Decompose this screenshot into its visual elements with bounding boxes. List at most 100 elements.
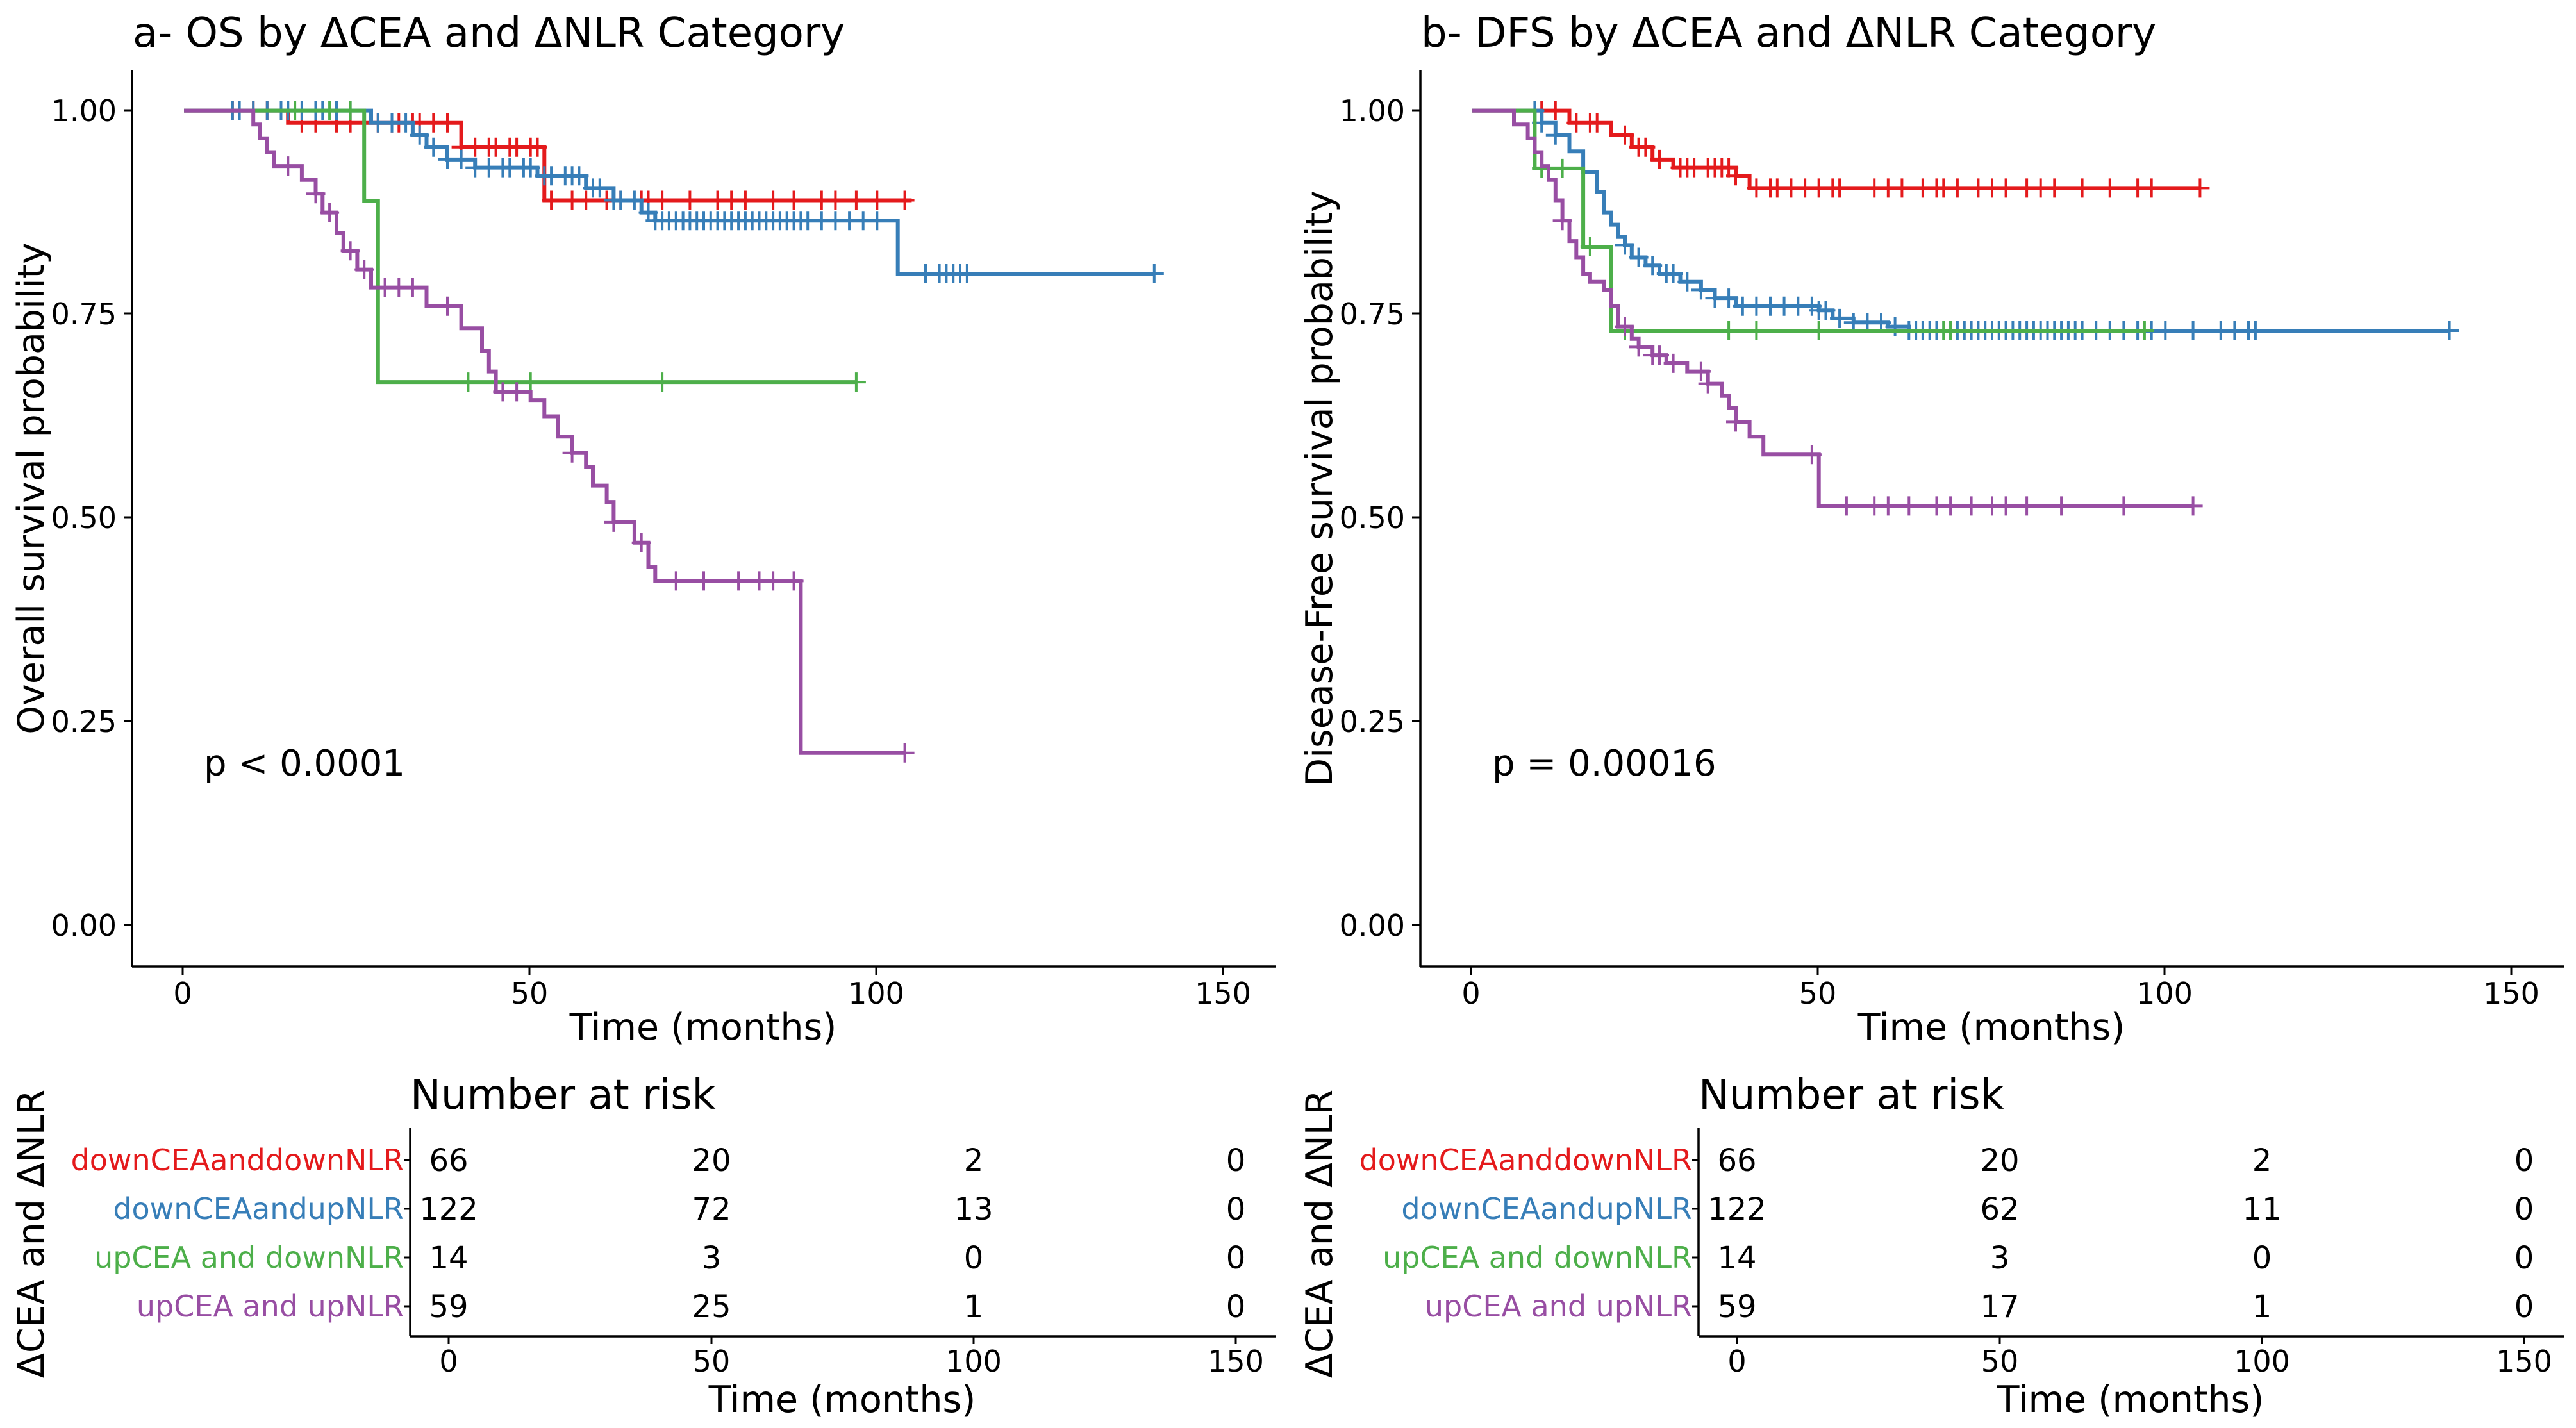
risk-count: 0	[1226, 1143, 1246, 1179]
risk-x-tick-label: 100	[2234, 1344, 2290, 1379]
censor-mark-downceaandupnlr	[1629, 247, 1649, 267]
censor-mark-downceaanddownnlr	[1947, 178, 1967, 198]
censor-mark-upceaandupnlr	[1650, 345, 1669, 365]
censor-mark-upceaandupnlr	[507, 382, 527, 402]
censor-mark-upceaandupnlr	[1996, 496, 2016, 516]
y-axis-label: Disease-Free survival probability	[1299, 190, 1341, 786]
censor-mark-downceaandupnlr	[1830, 308, 1850, 328]
censor-mark-upceaandupnlr	[1615, 317, 1634, 336]
censor-mark-downceaandupnlr	[1677, 272, 1697, 292]
censor-mark-upceaandupnlr	[895, 743, 915, 763]
censor-mark-downceaanddownnlr	[895, 190, 915, 210]
x-ticks	[1470, 967, 2513, 975]
censor-mark-upceaandupnlr	[354, 260, 374, 279]
risk-table-y-label: ΔCEA and ΔNLR	[1299, 1090, 1341, 1378]
censor-mark-downceaanddownnlr	[846, 190, 866, 210]
risk-table-title: Number at risk	[1699, 1072, 2004, 1119]
p-value: p = 0.00016	[1492, 743, 1716, 785]
censor-mark-upceaanddownnlr	[652, 372, 672, 392]
censor-mark-upceaandupnlr	[1691, 361, 1711, 381]
x-tick-label: 150	[1195, 976, 1251, 1011]
censor-mark-downceaandupnlr	[1663, 264, 1683, 283]
risk-x-tick-label: 0	[1727, 1344, 1746, 1379]
censor-mark-upceaandupnlr	[1878, 496, 1898, 516]
x-tick-label: 50	[511, 976, 549, 1011]
risk-row-label: downCEAandupNLR	[1401, 1191, 1692, 1226]
censor-mark-downceaanddownnlr	[2045, 178, 2065, 198]
censor-mark-downceaanddownnlr	[2141, 178, 2161, 198]
risk-x-ticks	[447, 1336, 1237, 1344]
censor-mark-downceaanddownnlr	[763, 190, 783, 210]
risk-axis-lines	[409, 1128, 1276, 1338]
risk-count: 0	[2514, 1289, 2534, 1325]
censor-mark-upceaanddownnlr	[1941, 321, 1961, 340]
axis-lines	[1419, 70, 2564, 968]
censor-mark-downceaanddownnlr	[2072, 178, 2092, 198]
risk-row-label: downCEAanddownNLR	[1359, 1143, 1692, 1177]
x-tick-labels: 0 50 100 150	[173, 976, 1251, 1011]
risk-count: 122	[419, 1191, 478, 1227]
risk-row-label: upCEA and downNLR	[1383, 1240, 1692, 1275]
x-tick-label: 50	[1799, 976, 1837, 1011]
y-tick-label: 0.25	[1340, 704, 1405, 739]
risk-table-title: Number at risk	[410, 1072, 716, 1119]
censor-mark-upceaandupnlr	[403, 278, 422, 297]
censor-mark-upceaandupnlr	[604, 512, 624, 532]
risk-x-tick-label: 0	[439, 1344, 458, 1379]
chart-title: a- OS by ΔCEA and ΔNLR Category	[133, 10, 845, 57]
risk-axis-lines	[1697, 1128, 2564, 1338]
censor-mark-downceaanddownnlr	[1892, 178, 1912, 198]
risk-table-y-label: ΔCEA and ΔNLR	[10, 1090, 53, 1378]
risk-x-tick-label: 150	[2496, 1344, 2552, 1379]
risk-count: 14	[1717, 1240, 1756, 1276]
risk-x-tick-label: 50	[693, 1344, 731, 1379]
censor-mark-upceaandupnlr	[2183, 496, 2203, 516]
censor-mark-upceaandupnlr	[1726, 412, 1745, 432]
censor-mark-downceaanddownnlr	[528, 137, 547, 157]
risk-count: 0	[2252, 1240, 2272, 1276]
km-line-downceaandupnlr	[1472, 108, 2450, 333]
km-line-upceaandupnlr	[1472, 108, 2193, 508]
censor-mark-downceaandupnlr	[1816, 301, 1836, 320]
censor-mark-downceaandupnlr	[2183, 321, 2203, 340]
y-ticks	[124, 109, 132, 926]
risk-count: 0	[1226, 1191, 1246, 1227]
risk-x-tick-label: 100	[945, 1344, 1002, 1379]
y-tick-label: 1.00	[1340, 94, 1405, 128]
y-tick-labels: 0.00 0.25 0.50 0.75 1.00	[51, 94, 117, 943]
censor-mark-downceaandupnlr	[396, 113, 416, 133]
censor-mark-downceaanddownnlr	[1830, 178, 1850, 198]
censor-mark-downceaandupnlr	[1144, 264, 1164, 283]
censor-mark-upceaanddownnlr	[1747, 321, 1766, 340]
censor-mark-downceaanddownnlr	[2100, 178, 2120, 198]
y-tick-label: 0.75	[51, 297, 117, 331]
censor-mark-upceaanddownnlr	[520, 372, 540, 392]
censor-mark-downceaandupnlr	[1719, 288, 1739, 308]
censor-mark-upceaanddownnlr	[340, 101, 360, 120]
censor-mark-downceaanddownnlr	[1636, 137, 1656, 157]
censor-mark-downceaandupnlr	[867, 211, 887, 231]
risk-count: 66	[429, 1143, 468, 1179]
censor-mark-upceaandupnlr	[320, 203, 340, 222]
censor-mark-downceaandupnlr	[957, 264, 977, 283]
km-line-upceaandupnlr	[184, 108, 905, 755]
risk-count: 3	[702, 1240, 722, 1276]
censor-mark-downceaandupnlr	[1643, 256, 1663, 276]
panel-os: a- OS by ΔCEA and ΔNLR Category Overall …	[10, 10, 1276, 1421]
censor-mark-upceaandupnlr	[306, 184, 326, 204]
risk-count: 0	[2514, 1143, 2534, 1179]
risk-table-counts: 66 20 2 0 122 62 11 0 14 3 0 0 59 17 1 0	[1708, 1143, 2534, 1325]
km-line-upceaanddownnlr	[184, 108, 856, 385]
censor-mark-upceaandupnlr	[1961, 496, 1981, 516]
censor-mark-upceaanddownnlr	[320, 101, 340, 120]
censor-mark-upceaandupnlr	[631, 533, 651, 552]
censor-mark-downceaanddownnlr	[826, 190, 845, 210]
censor-mark-upceaanddownnlr	[846, 372, 866, 392]
risk-count: 72	[692, 1191, 731, 1227]
km-line-downceaandupnlr	[184, 108, 1154, 276]
risk-count: 1	[964, 1289, 984, 1325]
risk-count: 0	[1226, 1240, 1246, 1276]
y-tick-label: 0.25	[51, 704, 117, 739]
risk-count: 2	[964, 1143, 984, 1179]
censor-mark-upceaandupnlr	[694, 571, 713, 591]
